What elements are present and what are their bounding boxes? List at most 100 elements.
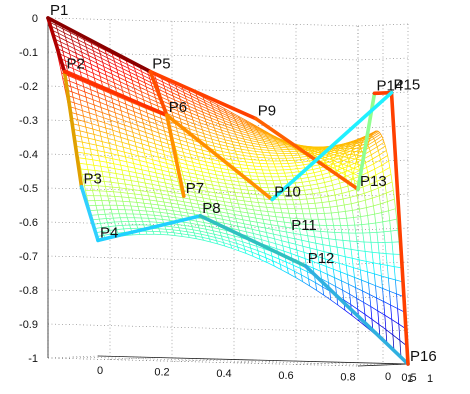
mesh-segment xyxy=(80,47,82,53)
mesh-segment xyxy=(96,180,99,186)
mesh-segment xyxy=(171,133,179,137)
mesh-segment xyxy=(299,198,307,200)
mesh-segment xyxy=(202,175,205,180)
mesh-segment xyxy=(363,241,366,252)
mesh-segment xyxy=(310,219,313,225)
mesh-segment xyxy=(351,201,359,205)
mesh-segment xyxy=(78,66,81,72)
mesh-segment xyxy=(307,235,310,242)
mesh-segment xyxy=(178,135,186,139)
mesh-segment xyxy=(86,132,95,135)
mesh-segment xyxy=(389,220,392,232)
mesh-segment xyxy=(92,73,95,79)
mesh-segment xyxy=(335,147,343,151)
mesh-segment xyxy=(104,70,107,76)
mesh-segment xyxy=(329,291,332,301)
mesh-segment xyxy=(153,138,162,142)
mesh-segment xyxy=(82,174,90,176)
mesh-segment xyxy=(320,196,328,198)
mesh-segment xyxy=(299,228,301,235)
mesh-segment xyxy=(83,115,91,119)
mesh-segment xyxy=(208,128,210,133)
mesh-segment xyxy=(262,218,271,221)
mesh-segment xyxy=(75,53,78,58)
mesh-segment xyxy=(185,160,188,165)
mesh-segment xyxy=(347,186,350,192)
mesh-segment xyxy=(91,185,93,191)
mesh-segment xyxy=(212,163,215,168)
mesh-segment xyxy=(262,151,270,154)
mesh-segment xyxy=(220,211,228,214)
mesh-segment xyxy=(321,278,329,283)
mesh-segment xyxy=(77,39,80,44)
mesh-segment xyxy=(292,199,295,205)
mesh-segment xyxy=(128,89,136,93)
mesh-segment xyxy=(384,145,387,151)
z-gridline xyxy=(47,289,359,299)
mesh-segment xyxy=(153,211,161,213)
mesh-segment xyxy=(351,249,359,251)
mesh-segment xyxy=(284,172,292,174)
mesh-segment xyxy=(288,242,291,248)
mesh-segment xyxy=(139,185,147,188)
mesh-segment xyxy=(198,118,207,123)
mesh-segment xyxy=(255,151,263,153)
mesh-segment xyxy=(184,95,187,100)
mesh-segment xyxy=(306,198,309,204)
mesh-segment xyxy=(74,48,77,54)
mesh-segment xyxy=(160,212,168,214)
mesh-segment xyxy=(292,228,294,234)
mesh-segment xyxy=(299,199,302,205)
mesh-segment xyxy=(162,100,170,105)
mesh-segment xyxy=(195,108,203,113)
mesh-segment xyxy=(264,252,273,257)
mesh-segment xyxy=(219,186,222,191)
mesh-segment xyxy=(78,94,87,98)
mesh-segment xyxy=(158,156,166,160)
mesh-segment xyxy=(195,174,198,179)
mesh-segment xyxy=(350,154,358,156)
mesh-segment xyxy=(79,43,81,48)
mesh-segment xyxy=(212,162,220,165)
mesh-segment xyxy=(226,126,234,130)
mesh-segment xyxy=(149,175,158,178)
mesh-segment xyxy=(163,85,172,90)
mesh-segment xyxy=(106,104,115,109)
mesh-segment xyxy=(287,236,295,240)
mesh-segment xyxy=(193,102,195,106)
mesh-segment xyxy=(346,140,355,144)
mesh-segment xyxy=(162,219,170,221)
mesh-segment xyxy=(257,157,260,161)
mesh-segment xyxy=(158,208,161,213)
mesh-segment xyxy=(67,44,75,50)
mesh-segment xyxy=(225,142,234,145)
mesh-segment xyxy=(84,121,92,125)
mesh-segment xyxy=(243,126,252,130)
mesh-segment xyxy=(234,192,237,197)
mesh-segment xyxy=(96,87,99,93)
mesh-segment xyxy=(212,184,214,190)
mesh-segment xyxy=(212,124,215,128)
mesh-segment xyxy=(201,237,204,241)
mesh-segment xyxy=(370,306,378,312)
mesh-segment xyxy=(212,206,220,209)
mesh-segment xyxy=(145,108,154,112)
mesh-segment xyxy=(71,91,80,95)
mesh-segment xyxy=(89,143,97,146)
mesh-segment xyxy=(301,240,304,247)
mesh-segment xyxy=(232,144,235,148)
mesh-segment xyxy=(318,263,321,272)
mesh-segment xyxy=(98,185,106,187)
mesh-segment xyxy=(116,229,119,234)
mesh-segment xyxy=(231,180,239,183)
mesh-segment xyxy=(56,29,59,34)
mesh-segment xyxy=(241,237,243,242)
mesh-segment xyxy=(105,75,108,80)
mesh-segment xyxy=(142,173,151,177)
mesh-segment xyxy=(326,157,334,161)
mesh-segment xyxy=(314,236,322,239)
mesh-segment xyxy=(106,132,115,136)
mesh-segment xyxy=(126,108,129,114)
mesh-segment xyxy=(76,83,79,90)
mesh-segment xyxy=(117,178,125,180)
